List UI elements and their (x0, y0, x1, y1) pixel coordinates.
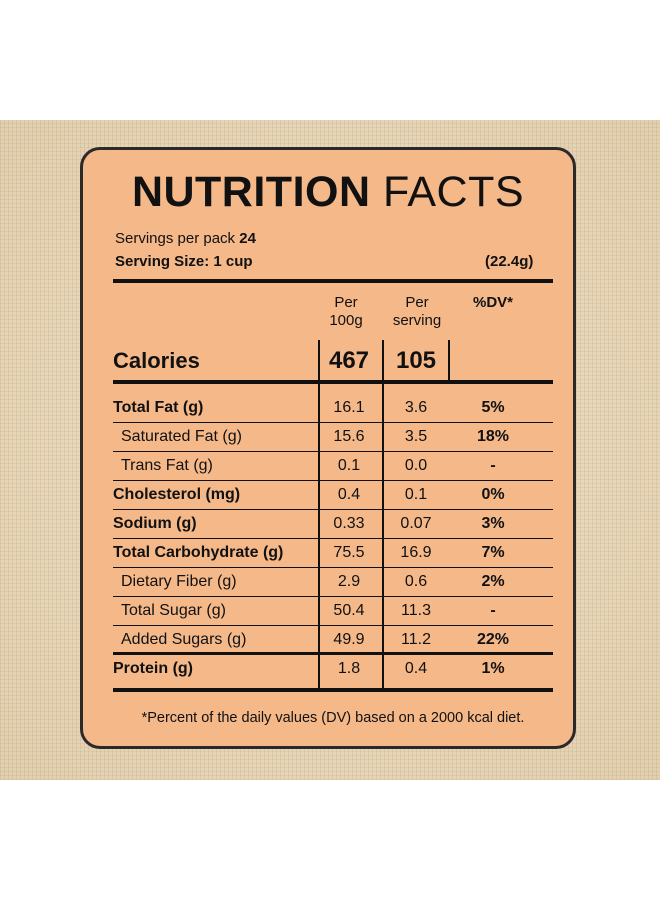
table-row: Dietary Fiber (g) 2.9 0.6 2% (113, 568, 553, 597)
table-row: Trans Fat (g) 0.1 0.0 - (113, 452, 553, 481)
col-header-per-serving: Per serving (392, 294, 442, 329)
table-row: Total Fat (g) 16.1 3.6 5% (113, 394, 553, 423)
title-light: FACTS (382, 168, 525, 216)
nutrition-facts-panel: NUTRITION FACTS Servings per pack 24 Ser… (80, 147, 576, 749)
col-divider-2 (382, 340, 384, 690)
thick-rule-calories (113, 380, 553, 384)
table-row: Cholesterol (mg) 0.4 0.1 0% (113, 481, 553, 510)
serving-size: Serving Size: 1 cup (115, 253, 253, 270)
calories-per100g: 467 (328, 347, 370, 374)
table-row: Saturated Fat (g) 15.6 3.5 18% (113, 423, 553, 452)
thick-rule-bottom (113, 688, 553, 692)
table-row: Added Sugars (g) 49.9 11.2 22% (113, 626, 553, 655)
col-header-per100g: Per 100g (329, 294, 363, 329)
table-row: Total Carbohydrate (g) 75.5 16.9 7% (113, 539, 553, 568)
calories-label: Calories (113, 348, 200, 373)
calories-per-serving: 105 (395, 347, 437, 374)
col-header-dv: %DV* (472, 294, 513, 311)
table-row: Sodium (g) 0.33 0.07 3% (113, 510, 553, 539)
footnote: *Percent of the daily values (DV) based … (141, 710, 525, 726)
col-divider-1 (318, 340, 320, 690)
servings-per-pack: Servings per pack 24 (115, 230, 256, 247)
col-divider-3 (448, 340, 450, 384)
serving-grams: (22.4g) (485, 253, 534, 270)
table-row: Protein (g) 1.8 0.4 1% (113, 660, 505, 677)
title-bold: NUTRITION (131, 168, 371, 216)
table-row: Total Sugar (g) 50.4 11.3 - (113, 597, 553, 626)
panel-title: NUTRITION FACTS (83, 168, 573, 216)
thick-rule-top (113, 279, 553, 283)
